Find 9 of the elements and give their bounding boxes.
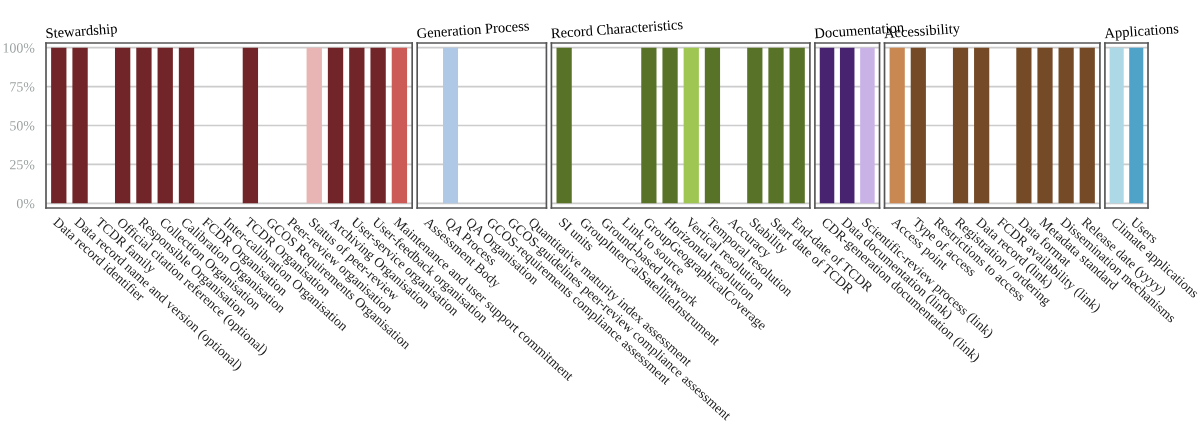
chart-title: Record Characteristics [550, 18, 683, 39]
chart-title: Applications [1104, 23, 1179, 42]
y-tick-label: 25% [10, 160, 35, 170]
y-tick-label: 100% [3, 43, 35, 53]
chart-title: Generation Process [416, 20, 530, 39]
chart-title: Stewardship [46, 23, 118, 42]
y-tick-label: 75% [10, 82, 35, 92]
y-tick-label: 50% [10, 121, 35, 131]
y-tick-label: 0% [16, 198, 35, 209]
